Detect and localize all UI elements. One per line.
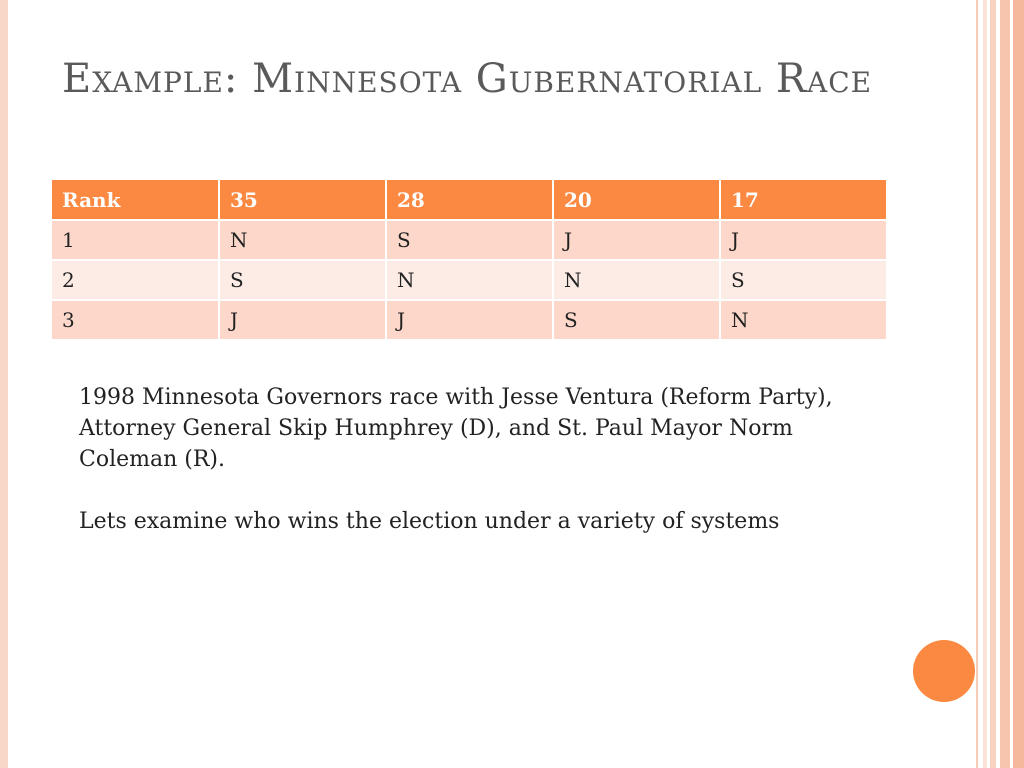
candidate-cell: J	[386, 300, 554, 341]
right-decorative-stripe	[1000, 0, 1010, 768]
right-decorative-stripe	[976, 0, 978, 768]
candidate-cell: N	[386, 260, 554, 301]
candidate-cell: S	[219, 260, 387, 301]
table-header-row: Rank 35 28 20 17	[52, 180, 888, 221]
right-decorative-stripe	[1013, 0, 1024, 768]
right-decorative-stripe	[983, 0, 987, 768]
header-voter-count: 35	[219, 180, 387, 221]
preference-table: Rank 35 28 20 17 1 N S J J 2 S N N S 3 J…	[52, 180, 888, 341]
slide-body: 1998 Minnesota Governors race with Jesse…	[79, 382, 879, 537]
candidate-cell: S	[553, 300, 721, 341]
candidate-cell: J	[553, 220, 721, 261]
header-rank: Rank	[52, 180, 220, 221]
slide-title: Example: Minnesota Gubernatorial Race	[62, 56, 873, 102]
header-voter-count: 28	[386, 180, 554, 221]
table-row: 2 S N N S	[52, 260, 888, 301]
candidate-cell: N	[720, 300, 888, 341]
candidate-cell: N	[553, 260, 721, 301]
rank-cell: 2	[52, 260, 220, 301]
table-row: 3 J J S N	[52, 300, 888, 341]
table-row: 1 N S J J	[52, 220, 888, 261]
left-decorative-bar	[0, 0, 8, 768]
description-paragraph: 1998 Minnesota Governors race with Jesse…	[79, 385, 833, 472]
description-paragraph: Lets examine who wins the election under…	[79, 509, 780, 534]
rank-cell: 1	[52, 220, 220, 261]
candidate-cell: J	[219, 300, 387, 341]
right-decorative-stripe	[990, 0, 996, 768]
header-voter-count: 20	[553, 180, 721, 221]
candidate-cell: J	[720, 220, 888, 261]
candidate-cell: S	[720, 260, 888, 301]
candidate-cell: S	[386, 220, 554, 261]
decorative-orange-circle	[913, 640, 975, 702]
candidate-cell: N	[219, 220, 387, 261]
header-voter-count: 17	[720, 180, 888, 221]
rank-cell: 3	[52, 300, 220, 341]
